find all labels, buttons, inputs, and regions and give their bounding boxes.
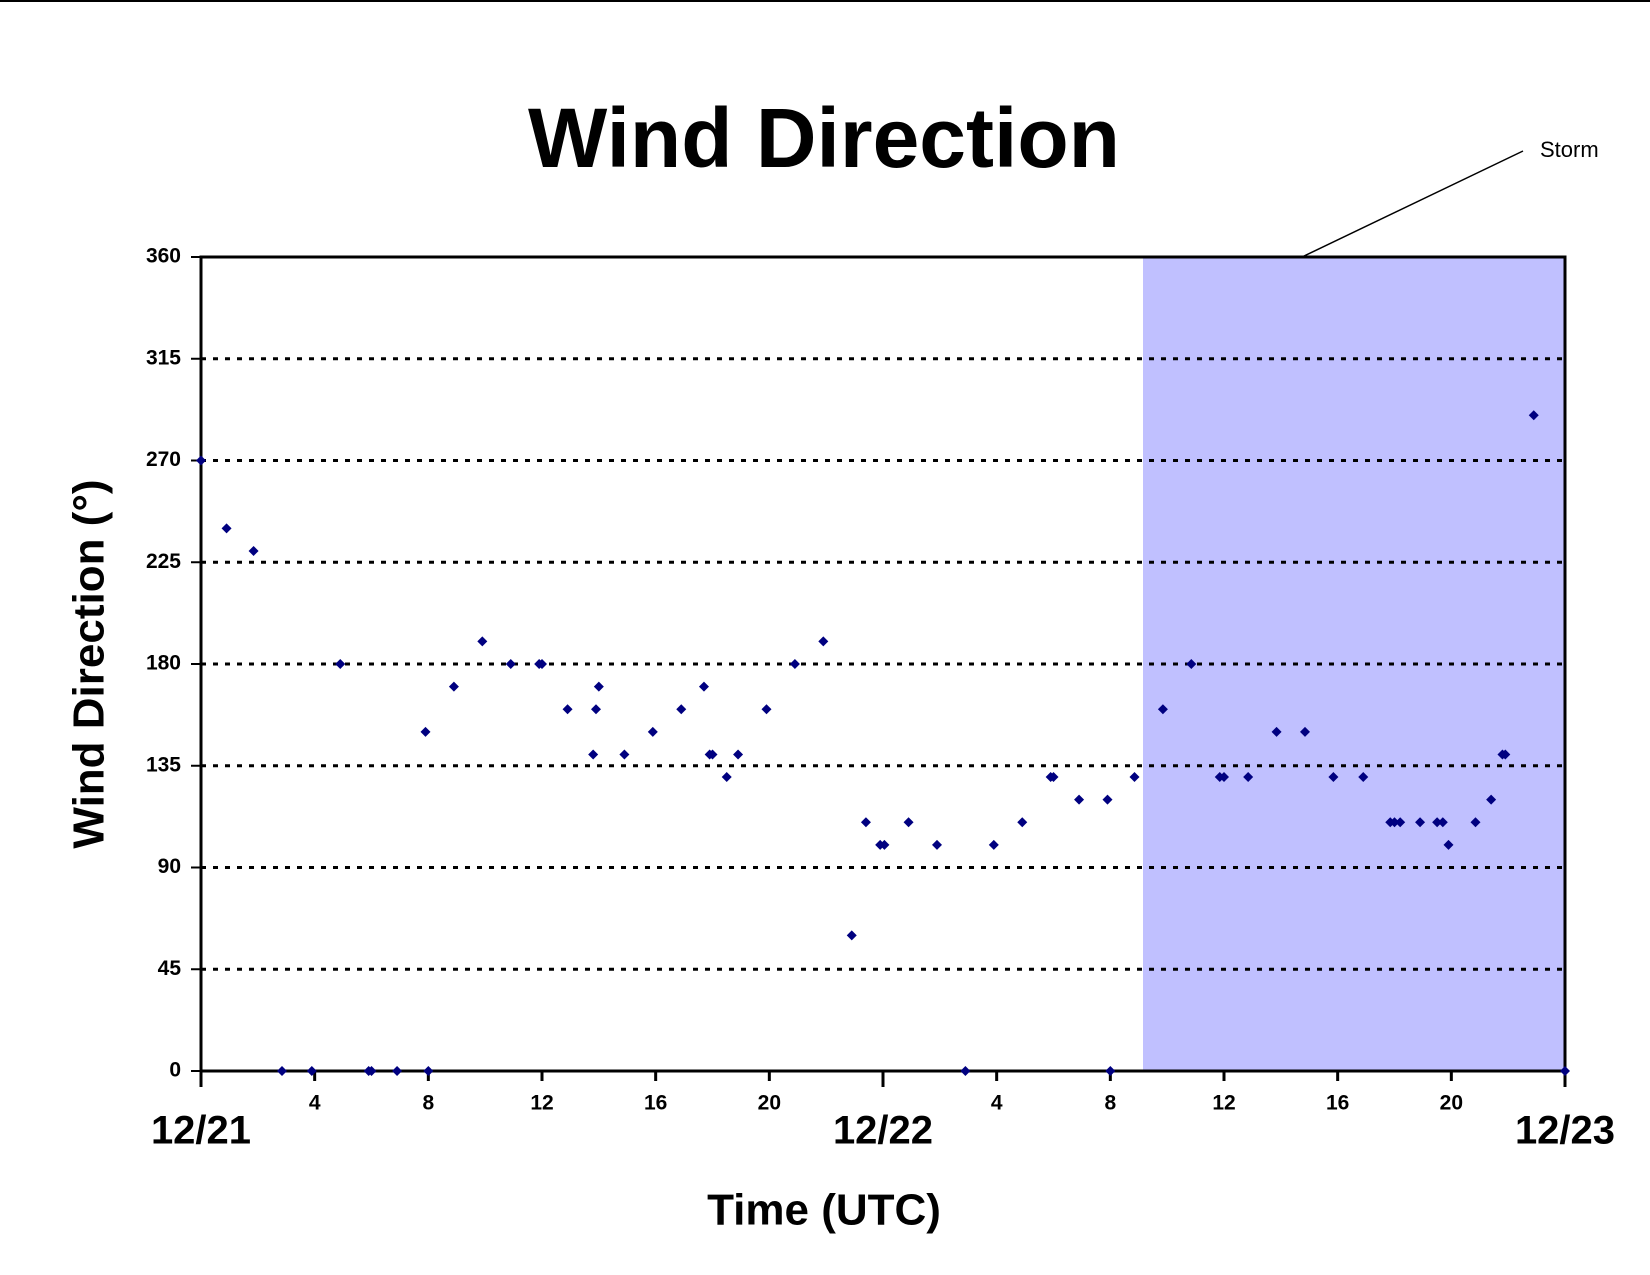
data-point [1358, 772, 1369, 783]
data-point [1528, 410, 1539, 421]
plot-frame [199, 255, 1567, 1073]
y-tick-label: 180 [146, 652, 181, 675]
data-point [1432, 817, 1443, 828]
y-tick-label: 315 [146, 346, 181, 369]
data-point [721, 772, 732, 783]
data-point [1415, 817, 1426, 828]
y-tick-label: 0 [169, 1059, 181, 1082]
data-point [1395, 817, 1406, 828]
data-point [818, 636, 829, 647]
data-point [903, 817, 914, 828]
x-tick-label: 8 [422, 1092, 434, 1115]
data-point [248, 545, 259, 556]
data-point [1560, 1066, 1570, 1076]
data-point [698, 681, 709, 692]
data-point [860, 817, 871, 828]
data-point [1074, 794, 1085, 805]
y-tick-label: 45 [158, 957, 182, 980]
data-point [619, 749, 630, 760]
x-tick-label: 8 [1104, 1092, 1116, 1115]
x-date-label: 12/21 [151, 1109, 251, 1153]
data-point [423, 1066, 434, 1076]
y-tick-label: 270 [146, 448, 181, 471]
data-point [1500, 749, 1511, 760]
data-point [1048, 772, 1059, 783]
data-point [707, 749, 718, 760]
data-point [1271, 726, 1282, 737]
data-point [392, 1066, 403, 1076]
data-point [960, 1066, 971, 1076]
data-point [221, 523, 232, 534]
data-point [562, 704, 573, 715]
storm-label: Storm [1540, 137, 1599, 162]
y-tick-label: 90 [158, 855, 181, 878]
x-tick-label: 12 [530, 1092, 553, 1115]
x-tick-label: 16 [1326, 1092, 1349, 1115]
data-point [1443, 839, 1454, 850]
x-tick-label: 16 [644, 1092, 667, 1115]
y-axis-label: Wind Direction (°) [65, 479, 114, 848]
data-point [988, 839, 999, 850]
data-point [1017, 817, 1028, 828]
data-point [846, 930, 857, 941]
x-date-label: 12/22 [833, 1109, 933, 1153]
chart-title: Wind Direction [528, 91, 1120, 185]
data-point [537, 659, 547, 669]
storm-leader [1301, 150, 1524, 258]
data-point [590, 704, 601, 715]
x-tick-label: 20 [758, 1092, 781, 1115]
data-point [1105, 1066, 1116, 1076]
data-point [676, 704, 687, 715]
data-point [761, 704, 772, 715]
data-point [505, 659, 516, 669]
data-point [196, 455, 206, 466]
x-axis-label: Time (UTC) [707, 1186, 941, 1235]
x-tick-label: 4 [309, 1092, 321, 1115]
data-point [276, 1066, 287, 1076]
data-point [1299, 726, 1310, 737]
data-point [789, 659, 800, 669]
data-point [931, 839, 942, 850]
data-point [1389, 817, 1400, 828]
data-point [477, 636, 488, 647]
data-point [588, 749, 599, 760]
x-tick-label: 4 [991, 1092, 1003, 1115]
x-tick-label: 12 [1212, 1092, 1235, 1115]
data-point [879, 839, 890, 850]
data-point [1328, 772, 1339, 783]
data-point [1243, 772, 1254, 783]
data-point [335, 659, 346, 669]
data-point [1102, 794, 1113, 805]
data-point [1486, 794, 1497, 805]
data-point [647, 726, 658, 737]
y-tick-label: 135 [146, 753, 181, 776]
data-point [366, 1066, 377, 1076]
data-point [1470, 817, 1481, 828]
data-point [1157, 704, 1168, 715]
y-tick-label: 360 [146, 245, 181, 268]
data-point [1186, 659, 1197, 669]
data-point [448, 681, 459, 692]
data-point [593, 681, 604, 692]
x-date-label: 12/23 [1515, 1109, 1615, 1153]
x-tick-label: 20 [1440, 1092, 1463, 1115]
data-point [1219, 772, 1229, 783]
y-tick-label: 225 [146, 550, 181, 573]
data-point [306, 1066, 317, 1076]
data-point [733, 749, 744, 760]
data-point [1129, 772, 1140, 783]
data-point [420, 726, 431, 737]
data-point [1437, 817, 1448, 828]
